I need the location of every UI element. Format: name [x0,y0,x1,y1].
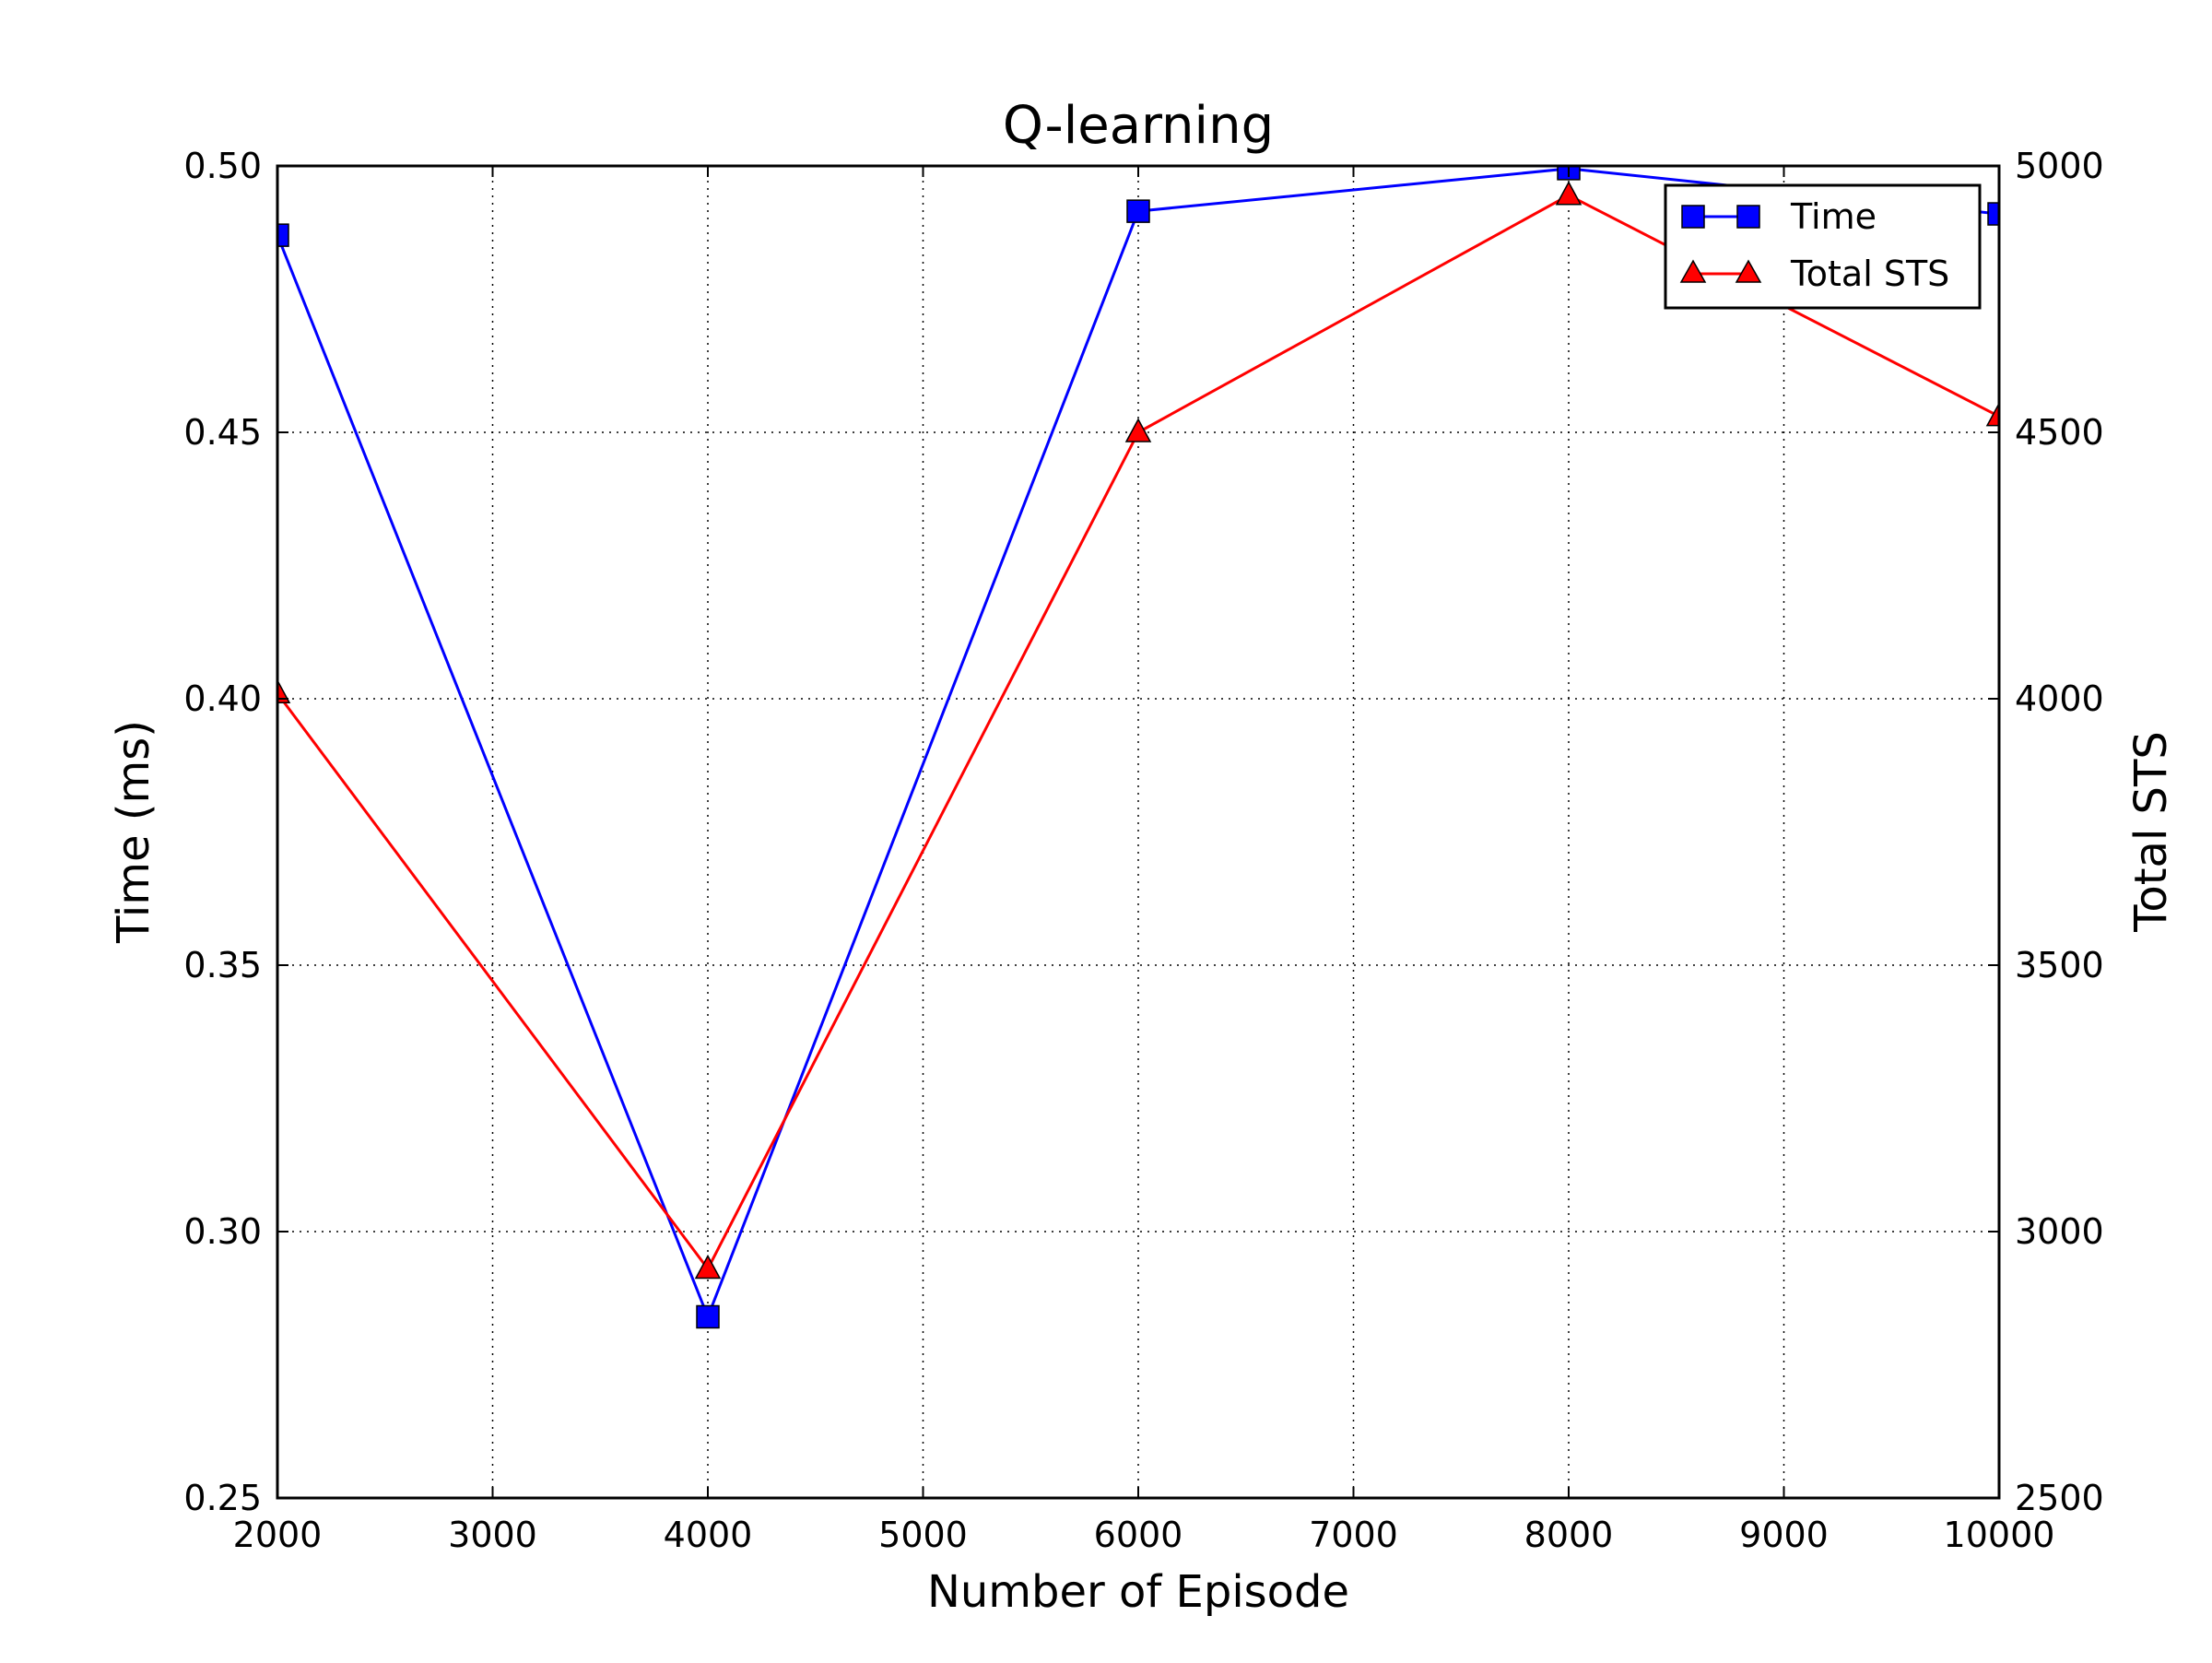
y-tick-label: 0.50 [183,146,262,186]
legend-marker-total-sts [1735,259,1762,283]
legend-marker-time [1736,205,1760,229]
legend: Time Total STS [1664,183,1982,310]
y2-tick-label: 3500 [2015,945,2104,985]
legend-label-total-sts: Total STS [1790,254,1949,294]
y2-tick-label: 2500 [2015,1478,2104,1518]
data-point-total-sts [277,678,291,703]
y-tick-label: 0.30 [183,1211,262,1252]
tick-marks [276,165,2000,1499]
data-point-time [277,223,289,247]
data-point-total-sts [1985,402,1999,427]
x-tick-label: 6000 [1094,1515,1183,1555]
x-tick-label: 2000 [233,1515,323,1555]
legend-entry-time: Time [1681,196,1877,237]
x-tick-label: 7000 [1309,1515,1398,1555]
x-tick-label: 3000 [448,1515,537,1555]
legend-marker-time [1681,205,1705,229]
grid-lines [277,166,1999,1498]
data-point-time [1126,199,1150,223]
y2-tick-label: 5000 [2015,146,2104,186]
y-tick-label: 0.25 [183,1478,262,1518]
x-axis-label: Number of Episode [927,1566,1349,1618]
legend-box [1664,183,1982,310]
x-tick-label: 9000 [1739,1515,1829,1555]
legend-label-time: Time [1790,196,1877,237]
legend-marker-total-sts [1679,259,1707,283]
data-point-time [696,1304,720,1329]
data-point-total-sts [1555,181,1583,206]
data-point-total-sts [1124,418,1152,442]
y-tick-label: 0.45 [183,412,262,453]
y-axis-label: Time (ms) [108,720,159,944]
x-tick-label: 4000 [664,1515,753,1555]
x-tick-label: 10000 [1944,1515,2055,1555]
y2-axis-label: Total STS [2125,731,2177,933]
legend-entry-total-sts: Total STS [1679,254,1949,294]
y2-tick-label: 4500 [2015,412,2104,453]
x-tick-label: 8000 [1524,1515,1614,1555]
y-tick-label: 0.35 [183,945,262,985]
tick-labels: 2000 3000 4000 5000 6000 7000 8000 9000 10000 0.2… [183,146,2103,1555]
y-tick-label: 0.40 [183,678,262,719]
data-point-total-sts [694,1254,722,1280]
y2-tick-label: 4000 [2015,678,2104,719]
chart-title: Q-learning [1003,96,1274,156]
x-tick-label: 5000 [878,1515,968,1555]
y2-tick-label: 3000 [2015,1211,2104,1252]
data-point-time [1987,202,1999,226]
series-line-total-sts [277,194,1999,1270]
